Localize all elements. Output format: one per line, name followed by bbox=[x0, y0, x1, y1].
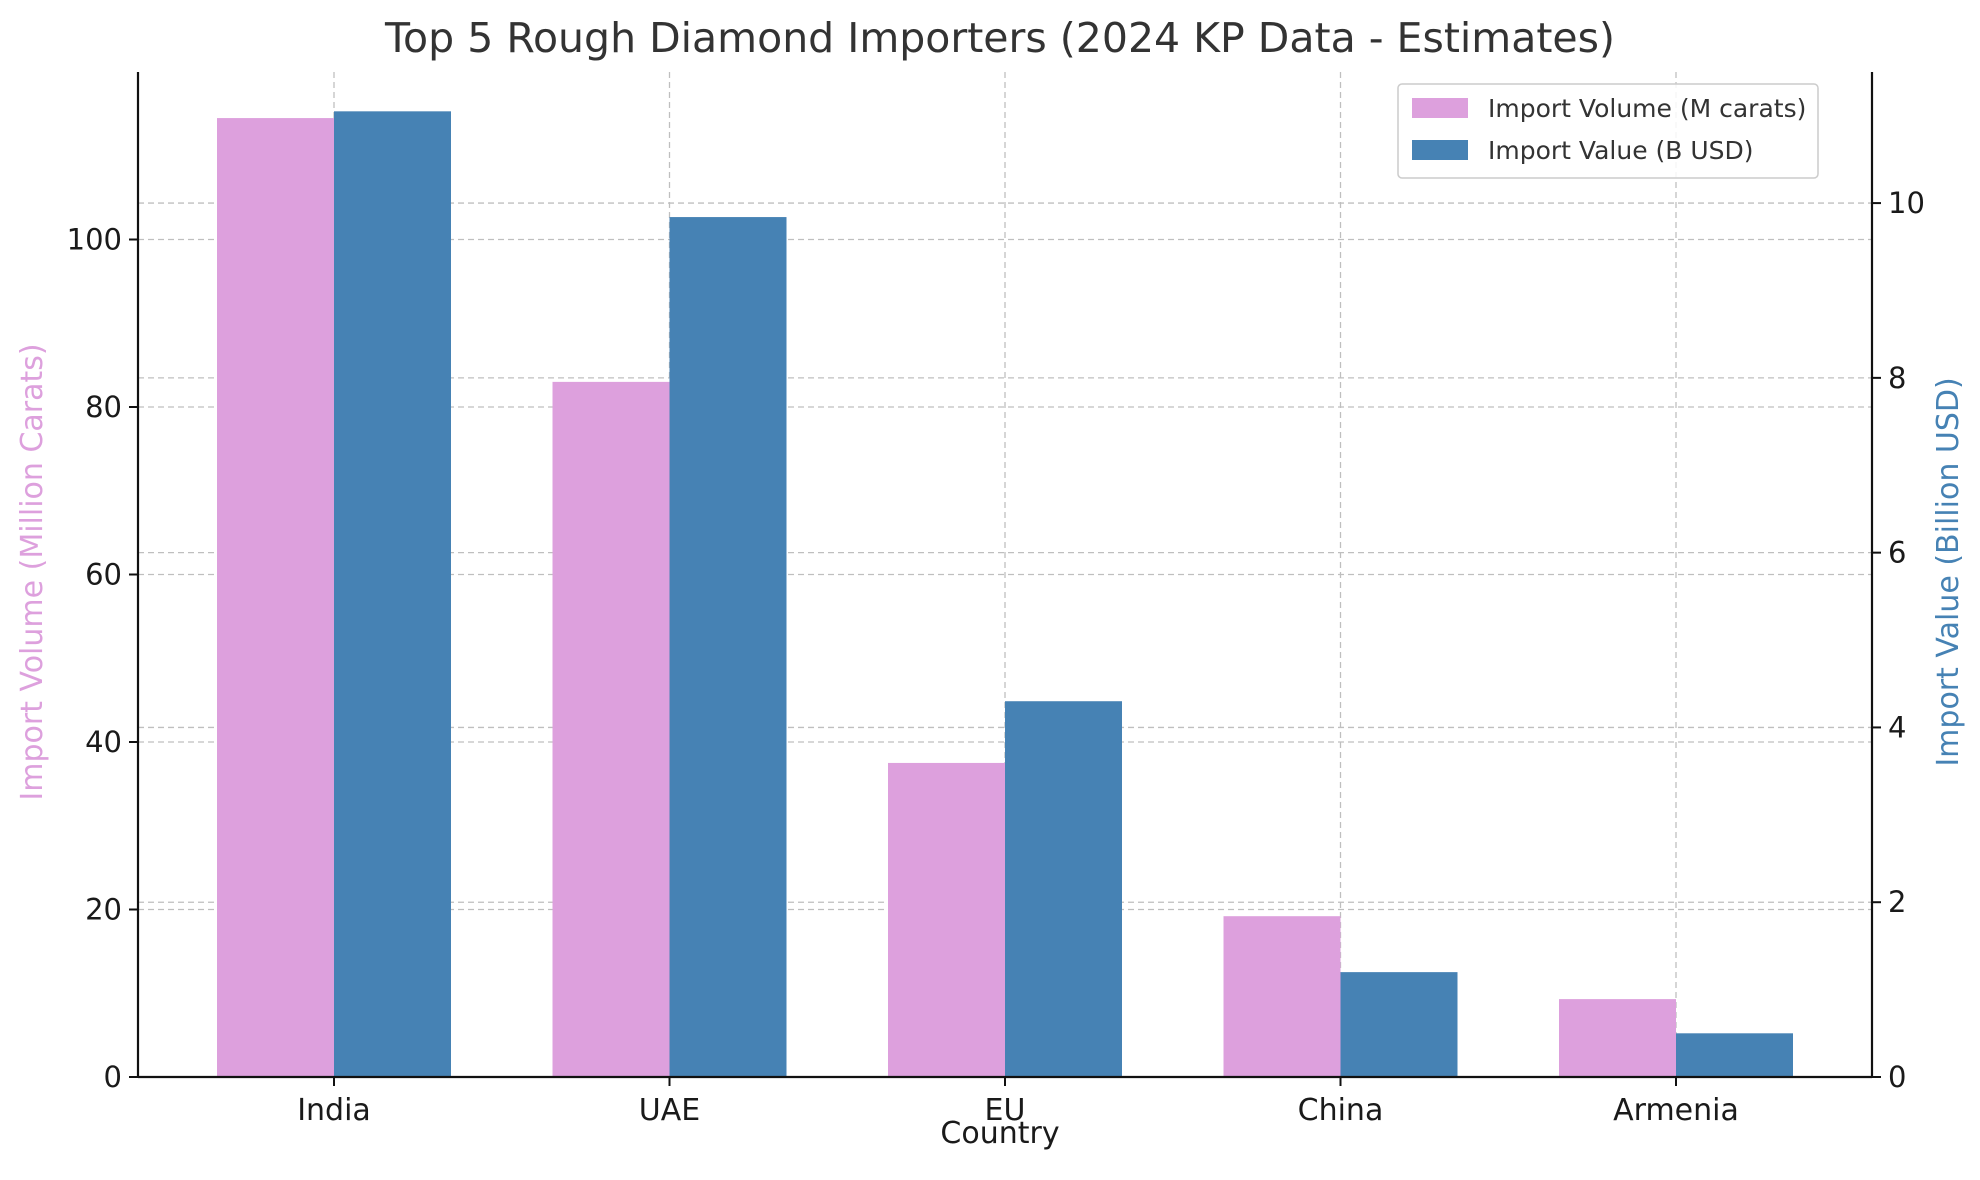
category-label-eu: EU bbox=[985, 1093, 1026, 1128]
bar-value-uae bbox=[669, 217, 787, 1077]
left-tick-label-1: 20 bbox=[85, 893, 122, 927]
right-axis-ticks: 0 2 4 6 8 10 bbox=[1872, 186, 1925, 1094]
category-labels: India UAE EU China Armenia bbox=[297, 1077, 1739, 1128]
right-tick-label-1: 2 bbox=[1888, 885, 1906, 919]
legend-box bbox=[1397, 83, 1819, 179]
left-tick-label-4: 80 bbox=[85, 390, 122, 424]
left-axis-label: Import Volume (Million Carats) bbox=[15, 343, 50, 800]
chart-title: Top 5 Rough Diamond Importers (2024 KP D… bbox=[384, 14, 1615, 62]
bar-volume-india bbox=[217, 118, 334, 1077]
bar-volume-uae bbox=[552, 381, 670, 1077]
bar-value-armenia bbox=[1676, 1033, 1793, 1077]
legend-swatch-volume bbox=[1412, 98, 1468, 118]
category-label-uae: UAE bbox=[639, 1093, 700, 1128]
bar-value-india bbox=[334, 111, 451, 1077]
left-axis-ticks: 0 20 40 60 80 100 bbox=[67, 223, 138, 1094]
left-tick-label-5: 100 bbox=[67, 223, 122, 257]
legend: Import Volume (M carats) Import Value (B… bbox=[1397, 83, 1819, 179]
legend-swatch-value bbox=[1412, 140, 1468, 160]
bars-layer bbox=[217, 111, 1793, 1077]
category-label-armenia: Armenia bbox=[1613, 1093, 1739, 1128]
bar-volume-china bbox=[1223, 916, 1341, 1077]
right-tick-label-4: 8 bbox=[1888, 361, 1906, 395]
category-label-china: China bbox=[1298, 1093, 1384, 1128]
category-label-india: India bbox=[297, 1093, 371, 1128]
right-axis-label: Import Value (Billion USD) bbox=[1931, 377, 1966, 766]
x-axis-label: Country bbox=[940, 1116, 1059, 1151]
right-tick-label-5: 10 bbox=[1888, 186, 1925, 220]
left-tick-label-0: 0 bbox=[104, 1060, 122, 1094]
right-tick-label-3: 6 bbox=[1888, 536, 1906, 570]
right-tick-label-0: 0 bbox=[1888, 1060, 1906, 1094]
left-tick-label-2: 40 bbox=[85, 725, 122, 759]
legend-label-value: Import Value (B USD) bbox=[1488, 136, 1754, 165]
bar-volume-eu bbox=[888, 762, 1005, 1077]
bar-volume-armenia bbox=[1559, 999, 1676, 1077]
right-tick-label-2: 4 bbox=[1888, 710, 1906, 744]
bar-value-china bbox=[1340, 972, 1458, 1077]
left-tick-label-3: 60 bbox=[85, 558, 122, 592]
legend-label-volume: Import Volume (M carats) bbox=[1488, 94, 1806, 123]
bar-value-eu bbox=[1005, 701, 1122, 1077]
